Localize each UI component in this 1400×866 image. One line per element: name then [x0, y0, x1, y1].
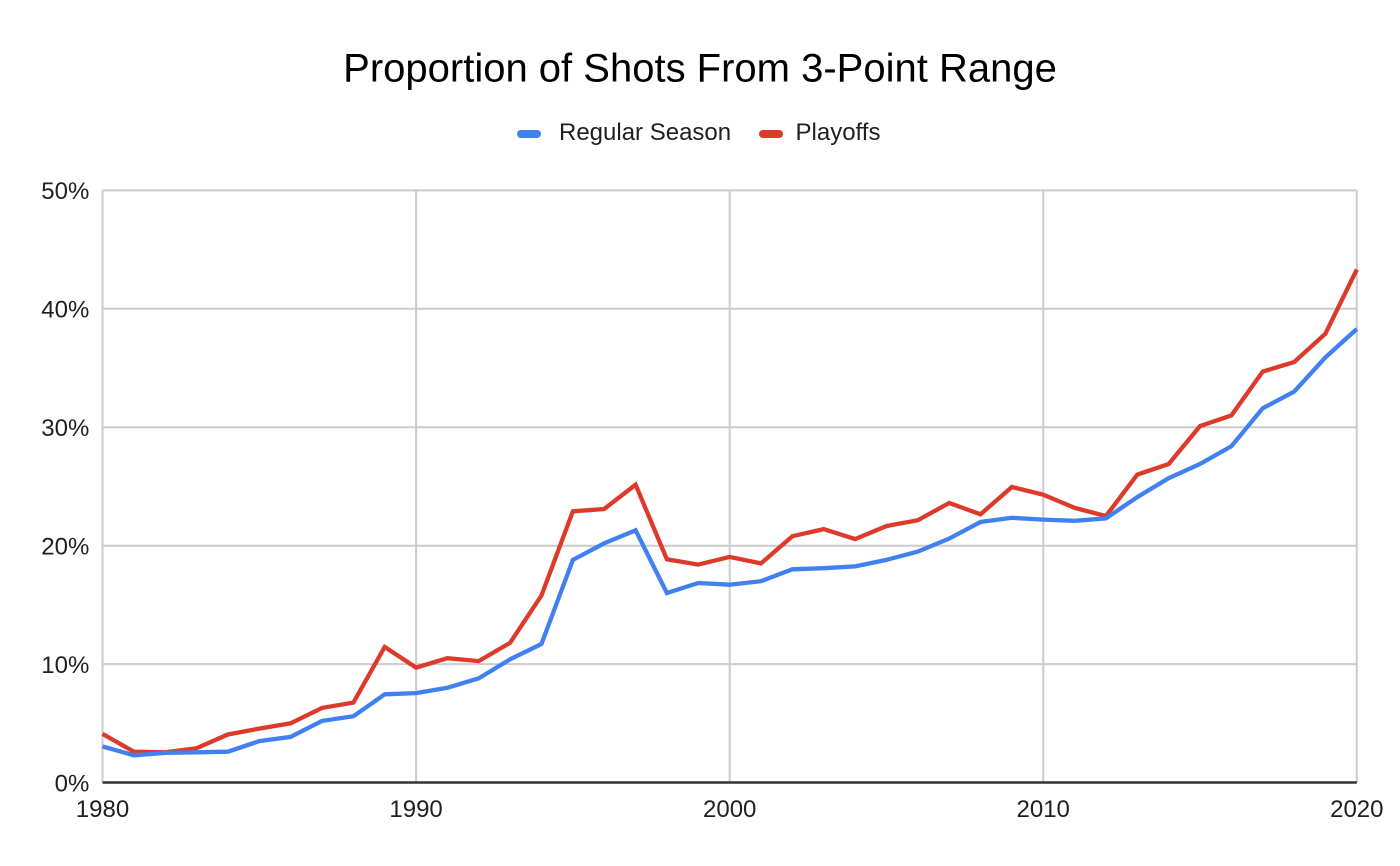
svg-text:Proportion of Shots From 3-Poi: Proportion of Shots From 3-Point Range [343, 47, 1057, 91]
svg-text:40%: 40% [41, 297, 89, 324]
svg-text:30%: 30% [41, 415, 89, 442]
svg-text:50%: 50% [41, 178, 89, 205]
svg-text:2010: 2010 [1017, 796, 1070, 823]
svg-text:20%: 20% [41, 534, 89, 561]
svg-text:2000: 2000 [703, 796, 756, 823]
svg-text:2020: 2020 [1330, 796, 1383, 823]
svg-text:10%: 10% [41, 652, 89, 679]
svg-text:1990: 1990 [389, 796, 442, 823]
svg-text:1980: 1980 [76, 796, 129, 823]
svg-text:0%: 0% [55, 770, 90, 797]
